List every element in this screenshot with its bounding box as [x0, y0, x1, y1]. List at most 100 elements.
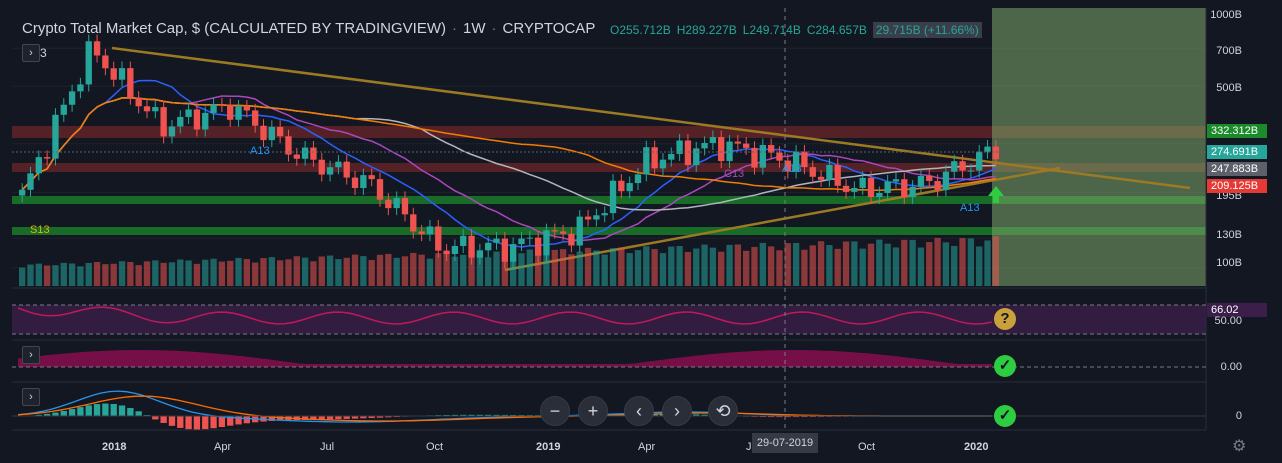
candle	[202, 112, 209, 130]
checkmark-icon[interactable]: ✓	[994, 355, 1016, 377]
volume-bar	[751, 246, 758, 286]
zoom-out-button[interactable]: −	[540, 396, 570, 426]
time-tick: 2018	[102, 441, 127, 453]
price-tag-level[interactable]: 247.883B	[1207, 162, 1267, 176]
candle	[451, 245, 459, 255]
macd-histogram-bar	[368, 416, 375, 418]
moving-average-line	[21, 97, 996, 192]
macd-histogram-bar	[68, 409, 76, 417]
macd-histogram-bar	[693, 414, 700, 417]
trendline-down[interactable]	[111, 46, 1191, 190]
candle	[310, 147, 317, 160]
pane4-value-label: 0	[1235, 410, 1242, 422]
candle	[77, 84, 84, 92]
candle	[27, 173, 34, 190]
candle	[992, 146, 999, 160]
change-value: 29.715B (+11.66%)	[872, 22, 982, 38]
volume-bar	[202, 259, 209, 286]
volume-bar	[767, 246, 775, 286]
candle	[418, 231, 425, 235]
volume-bar	[526, 249, 533, 286]
forecast-zone	[992, 8, 1206, 286]
candle	[601, 213, 608, 216]
volume-bar	[618, 247, 625, 286]
candle	[127, 68, 134, 98]
candle	[784, 160, 791, 172]
volume-bar	[276, 260, 284, 286]
low-value: L249.714B	[742, 23, 801, 37]
volume-bar	[485, 257, 492, 286]
scroll-left-button[interactable]: ‹	[624, 396, 654, 426]
question-icon[interactable]: ?	[994, 308, 1016, 330]
candle	[518, 238, 525, 245]
indicators-toggle-button[interactable]: ›	[22, 44, 40, 62]
high-value: H289.227B	[676, 23, 737, 37]
time-tick: Jul	[320, 441, 335, 453]
candle	[901, 179, 908, 198]
zoom-in-button[interactable]: +	[578, 396, 608, 426]
reset-chart-button[interactable]: ⟲	[708, 396, 738, 426]
ohlc-readout: O255.712B H289.227B L249.714B C284.657B 29.7…	[610, 22, 988, 38]
candle	[834, 164, 841, 186]
volume-bar	[851, 241, 858, 286]
macd-histogram-bar	[784, 416, 791, 418]
candle	[526, 237, 533, 239]
volume-bar	[709, 247, 717, 286]
candle	[351, 177, 359, 189]
candle	[227, 105, 234, 120]
candle	[926, 175, 933, 181]
volume-bar	[559, 249, 567, 286]
volume-bar	[418, 254, 425, 286]
macd-histogram-bar	[202, 416, 209, 430]
candle	[368, 175, 375, 180]
gear-icon[interactable]: ⚙	[1232, 438, 1247, 455]
candle	[643, 147, 650, 175]
candle	[684, 140, 692, 166]
checkmark-icon[interactable]: ✓	[994, 405, 1016, 427]
pane4-toggle-button[interactable]: ›	[22, 388, 40, 406]
interval-label[interactable]: 1W	[463, 20, 486, 37]
chevron-right-icon: ›	[29, 349, 33, 361]
macd-histogram-bar	[43, 413, 51, 417]
price-tag-current[interactable]: 274.691B	[1207, 145, 1267, 159]
volume-bar	[568, 254, 575, 286]
price-tag-low[interactable]: 209.125B	[1207, 179, 1267, 193]
candle	[177, 116, 184, 127]
pattern-label: A13	[960, 202, 980, 214]
candle	[335, 161, 342, 168]
volume-bar	[884, 243, 891, 286]
candle	[634, 174, 642, 184]
volume-bar	[435, 253, 442, 286]
macd-histogram-bar	[243, 416, 251, 424]
candle	[743, 143, 750, 148]
volume-bar	[718, 251, 725, 286]
scroll-right-button[interactable]: ›	[662, 396, 692, 426]
candle	[659, 159, 667, 169]
macd-histogram-bar	[268, 416, 275, 421]
symbol-title[interactable]: Crypto Total Market Cap, $ (CALCULATED B…	[22, 20, 447, 37]
volume-bar	[252, 262, 259, 286]
volume-bar	[35, 263, 42, 286]
candle	[510, 244, 517, 262]
candle	[485, 242, 492, 251]
candle	[168, 126, 176, 137]
volume-bar	[152, 260, 159, 286]
macd-histogram-bar	[110, 403, 117, 417]
macd-histogram-bar	[360, 416, 367, 419]
candle	[934, 180, 941, 190]
pane3-value-label: 0.00	[1220, 361, 1242, 373]
macd-histogram-bar	[118, 405, 126, 417]
resistance-zone	[12, 126, 1206, 138]
volume-bar	[493, 251, 500, 286]
volume-bar	[701, 244, 708, 286]
price-tag-top[interactable]: 332.312B	[1207, 124, 1267, 138]
candle	[218, 104, 226, 106]
volume-bar	[143, 261, 151, 286]
candle	[193, 109, 201, 130]
volume-bar	[867, 243, 875, 286]
volume-bar	[917, 247, 925, 286]
pane3-toggle-button[interactable]: ›	[22, 346, 40, 364]
volume-bar	[734, 244, 742, 286]
volume-bar	[626, 253, 633, 286]
